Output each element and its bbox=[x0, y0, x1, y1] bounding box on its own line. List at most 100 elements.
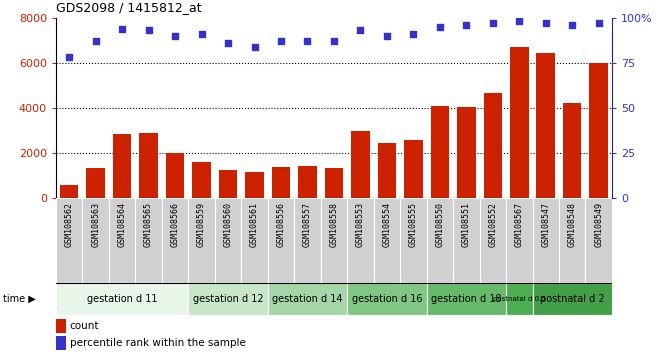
Bar bbox=[215, 198, 241, 283]
Text: GSM108566: GSM108566 bbox=[170, 202, 180, 247]
Text: gestation d 16: gestation d 16 bbox=[351, 294, 422, 304]
Text: GSM108562: GSM108562 bbox=[64, 202, 74, 247]
Bar bbox=[272, 167, 290, 198]
Bar bbox=[324, 168, 343, 198]
Bar bbox=[453, 198, 480, 283]
Bar bbox=[480, 198, 506, 283]
Bar bbox=[82, 198, 109, 283]
Bar bbox=[426, 283, 506, 315]
Bar bbox=[56, 336, 66, 350]
Point bbox=[540, 20, 551, 26]
Point bbox=[223, 40, 234, 46]
Point bbox=[328, 38, 340, 44]
Bar bbox=[268, 283, 347, 315]
Text: GSM108554: GSM108554 bbox=[382, 202, 392, 247]
Text: gestation d 18: gestation d 18 bbox=[431, 294, 501, 304]
Bar bbox=[404, 139, 422, 198]
Text: gestation d 12: gestation d 12 bbox=[193, 294, 263, 304]
Text: GSM108558: GSM108558 bbox=[330, 202, 338, 247]
Bar bbox=[536, 53, 555, 198]
Bar bbox=[590, 63, 608, 198]
Bar bbox=[351, 131, 370, 198]
Bar bbox=[426, 198, 453, 283]
Point bbox=[514, 18, 524, 24]
Text: GSM108557: GSM108557 bbox=[303, 202, 312, 247]
Bar bbox=[56, 319, 66, 333]
Text: GSM108548: GSM108548 bbox=[568, 202, 576, 247]
Bar bbox=[506, 198, 532, 283]
Text: percentile rank within the sample: percentile rank within the sample bbox=[70, 338, 245, 348]
Point bbox=[302, 38, 313, 44]
Point bbox=[196, 31, 207, 37]
Bar bbox=[60, 185, 78, 198]
Bar bbox=[162, 198, 188, 283]
Text: GSM108561: GSM108561 bbox=[250, 202, 259, 247]
Text: GSM108553: GSM108553 bbox=[356, 202, 365, 247]
Text: GSM108549: GSM108549 bbox=[594, 202, 603, 247]
Bar bbox=[188, 198, 215, 283]
Bar bbox=[347, 283, 426, 315]
Bar bbox=[298, 166, 316, 198]
Text: gestation d 11: gestation d 11 bbox=[87, 294, 157, 304]
Text: GSM108567: GSM108567 bbox=[515, 202, 524, 247]
Point bbox=[90, 38, 101, 44]
Text: GSM108551: GSM108551 bbox=[462, 202, 471, 247]
Bar bbox=[192, 162, 211, 198]
Bar bbox=[113, 134, 132, 198]
Text: GSM108555: GSM108555 bbox=[409, 202, 418, 247]
Bar bbox=[563, 103, 582, 198]
Text: GSM108565: GSM108565 bbox=[144, 202, 153, 247]
Bar bbox=[586, 198, 612, 283]
Point bbox=[434, 24, 445, 29]
Bar bbox=[136, 198, 162, 283]
Point bbox=[488, 20, 498, 26]
Point bbox=[567, 22, 578, 28]
Bar bbox=[245, 172, 264, 198]
Bar bbox=[532, 283, 612, 315]
Bar bbox=[559, 198, 586, 283]
Point bbox=[382, 33, 392, 39]
Bar bbox=[56, 198, 82, 283]
Bar bbox=[241, 198, 268, 283]
Text: gestation d 14: gestation d 14 bbox=[272, 294, 343, 304]
Bar bbox=[166, 153, 184, 198]
Text: GSM108559: GSM108559 bbox=[197, 202, 206, 247]
Bar bbox=[320, 198, 347, 283]
Point bbox=[64, 55, 74, 60]
Point bbox=[170, 33, 180, 39]
Point bbox=[408, 31, 418, 37]
Text: postnatal d 2: postnatal d 2 bbox=[540, 294, 605, 304]
Bar bbox=[532, 198, 559, 283]
Point bbox=[249, 44, 260, 50]
Point bbox=[461, 22, 472, 28]
Point bbox=[117, 26, 128, 32]
Bar bbox=[347, 198, 374, 283]
Bar bbox=[294, 198, 320, 283]
Text: GSM108552: GSM108552 bbox=[488, 202, 497, 247]
Bar bbox=[400, 198, 426, 283]
Bar bbox=[374, 198, 400, 283]
Text: count: count bbox=[70, 321, 99, 331]
Text: GSM108563: GSM108563 bbox=[91, 202, 100, 247]
Bar bbox=[484, 93, 502, 198]
Text: GSM108560: GSM108560 bbox=[224, 202, 232, 247]
Bar bbox=[56, 283, 188, 315]
Point bbox=[276, 38, 286, 44]
Text: time ▶: time ▶ bbox=[3, 294, 36, 304]
Bar bbox=[86, 168, 105, 198]
Text: GSM108550: GSM108550 bbox=[436, 202, 444, 247]
Point bbox=[143, 28, 154, 33]
Bar bbox=[457, 107, 476, 198]
Bar bbox=[430, 106, 449, 198]
Text: GSM108547: GSM108547 bbox=[542, 202, 550, 247]
Bar bbox=[109, 198, 136, 283]
Bar bbox=[378, 143, 396, 198]
Text: GSM108564: GSM108564 bbox=[118, 202, 126, 247]
Bar bbox=[139, 133, 158, 198]
Point bbox=[355, 28, 366, 33]
Bar bbox=[188, 283, 268, 315]
Bar bbox=[268, 198, 294, 283]
Bar bbox=[218, 170, 238, 198]
Bar bbox=[506, 283, 532, 315]
Bar bbox=[510, 47, 528, 198]
